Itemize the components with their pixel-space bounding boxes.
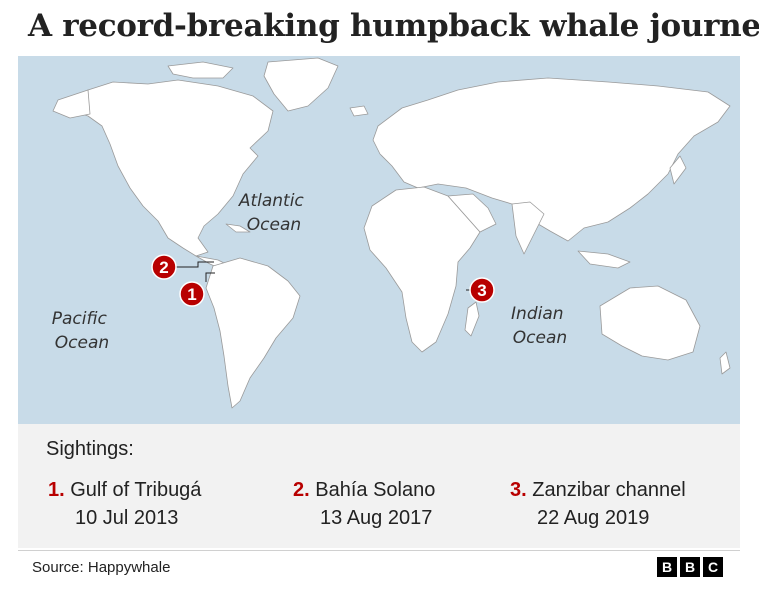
legend-heading: Sightings: <box>46 438 134 460</box>
sighting-date: 13 Aug 2017 <box>320 507 433 529</box>
bbc-logo: B B C <box>657 557 723 577</box>
caribbean <box>225 223 251 233</box>
madagascar <box>464 301 480 337</box>
sighting-item-2: 2. Bahía Solano 13 Aug 2017 <box>293 476 435 532</box>
arabia <box>447 193 497 233</box>
sighting-number: 1. <box>48 479 65 501</box>
south-america <box>205 257 301 409</box>
southeast-asia-islands <box>577 250 631 269</box>
ocean-labels: Atlantic Ocean Pacific Ocean Indian Ocea… <box>52 191 569 353</box>
marker-2-number: 2 <box>159 258 168 277</box>
north-america <box>65 79 274 257</box>
australia <box>599 285 701 361</box>
sighting-marker-3: 3 <box>469 277 495 303</box>
sighting-date: 10 Jul 2013 <box>75 507 179 529</box>
canadian-islands <box>167 61 234 79</box>
land-masses <box>52 57 731 409</box>
marker-1-number: 1 <box>187 285 196 304</box>
sighting-number: 3. <box>510 479 527 501</box>
india <box>511 201 545 255</box>
sighting-item-1: 1. Gulf of Tribugá 10 Jul 2013 <box>48 476 201 532</box>
logo-letter: B <box>657 557 677 577</box>
sighting-place: Bahía Solano <box>315 479 436 501</box>
sighting-number: 2. <box>293 479 310 501</box>
pacific-ocean-label: Pacific Ocean <box>52 309 112 353</box>
alaska <box>52 89 91 119</box>
footer-divider <box>18 550 740 551</box>
marker-3-number: 3 <box>477 281 486 300</box>
sighting-place: Gulf of Tribugá <box>70 479 202 501</box>
sighting-item-3: 3. Zanzibar channel 22 Aug 2019 <box>510 476 686 532</box>
marker-2-leader <box>176 261 214 268</box>
atlantic-ocean-label: Atlantic Ocean <box>238 191 309 235</box>
sighting-marker-1: 1 <box>179 281 205 307</box>
new-zealand <box>719 351 731 375</box>
logo-letter: B <box>680 557 700 577</box>
sightings-legend: Sightings: 1. Gulf of Tribugá 10 Jul 201… <box>18 424 740 548</box>
sighting-marker-2: 2 <box>151 254 177 280</box>
indian-ocean-label: Indian Ocean <box>511 304 569 348</box>
source-credit: Source: Happywhale <box>32 559 171 576</box>
sighting-date: 22 Aug 2019 <box>537 507 650 529</box>
map-title: A record-breaking humpback whale journey <box>28 8 759 44</box>
japan <box>669 155 687 185</box>
logo-letter: C <box>703 557 723 577</box>
greenland <box>263 57 339 112</box>
iceland <box>349 105 369 117</box>
world-map: Atlantic Ocean Pacific Ocean Indian Ocea… <box>18 56 740 424</box>
sighting-place: Zanzibar channel <box>532 479 686 501</box>
marker-1-leader <box>205 272 215 282</box>
